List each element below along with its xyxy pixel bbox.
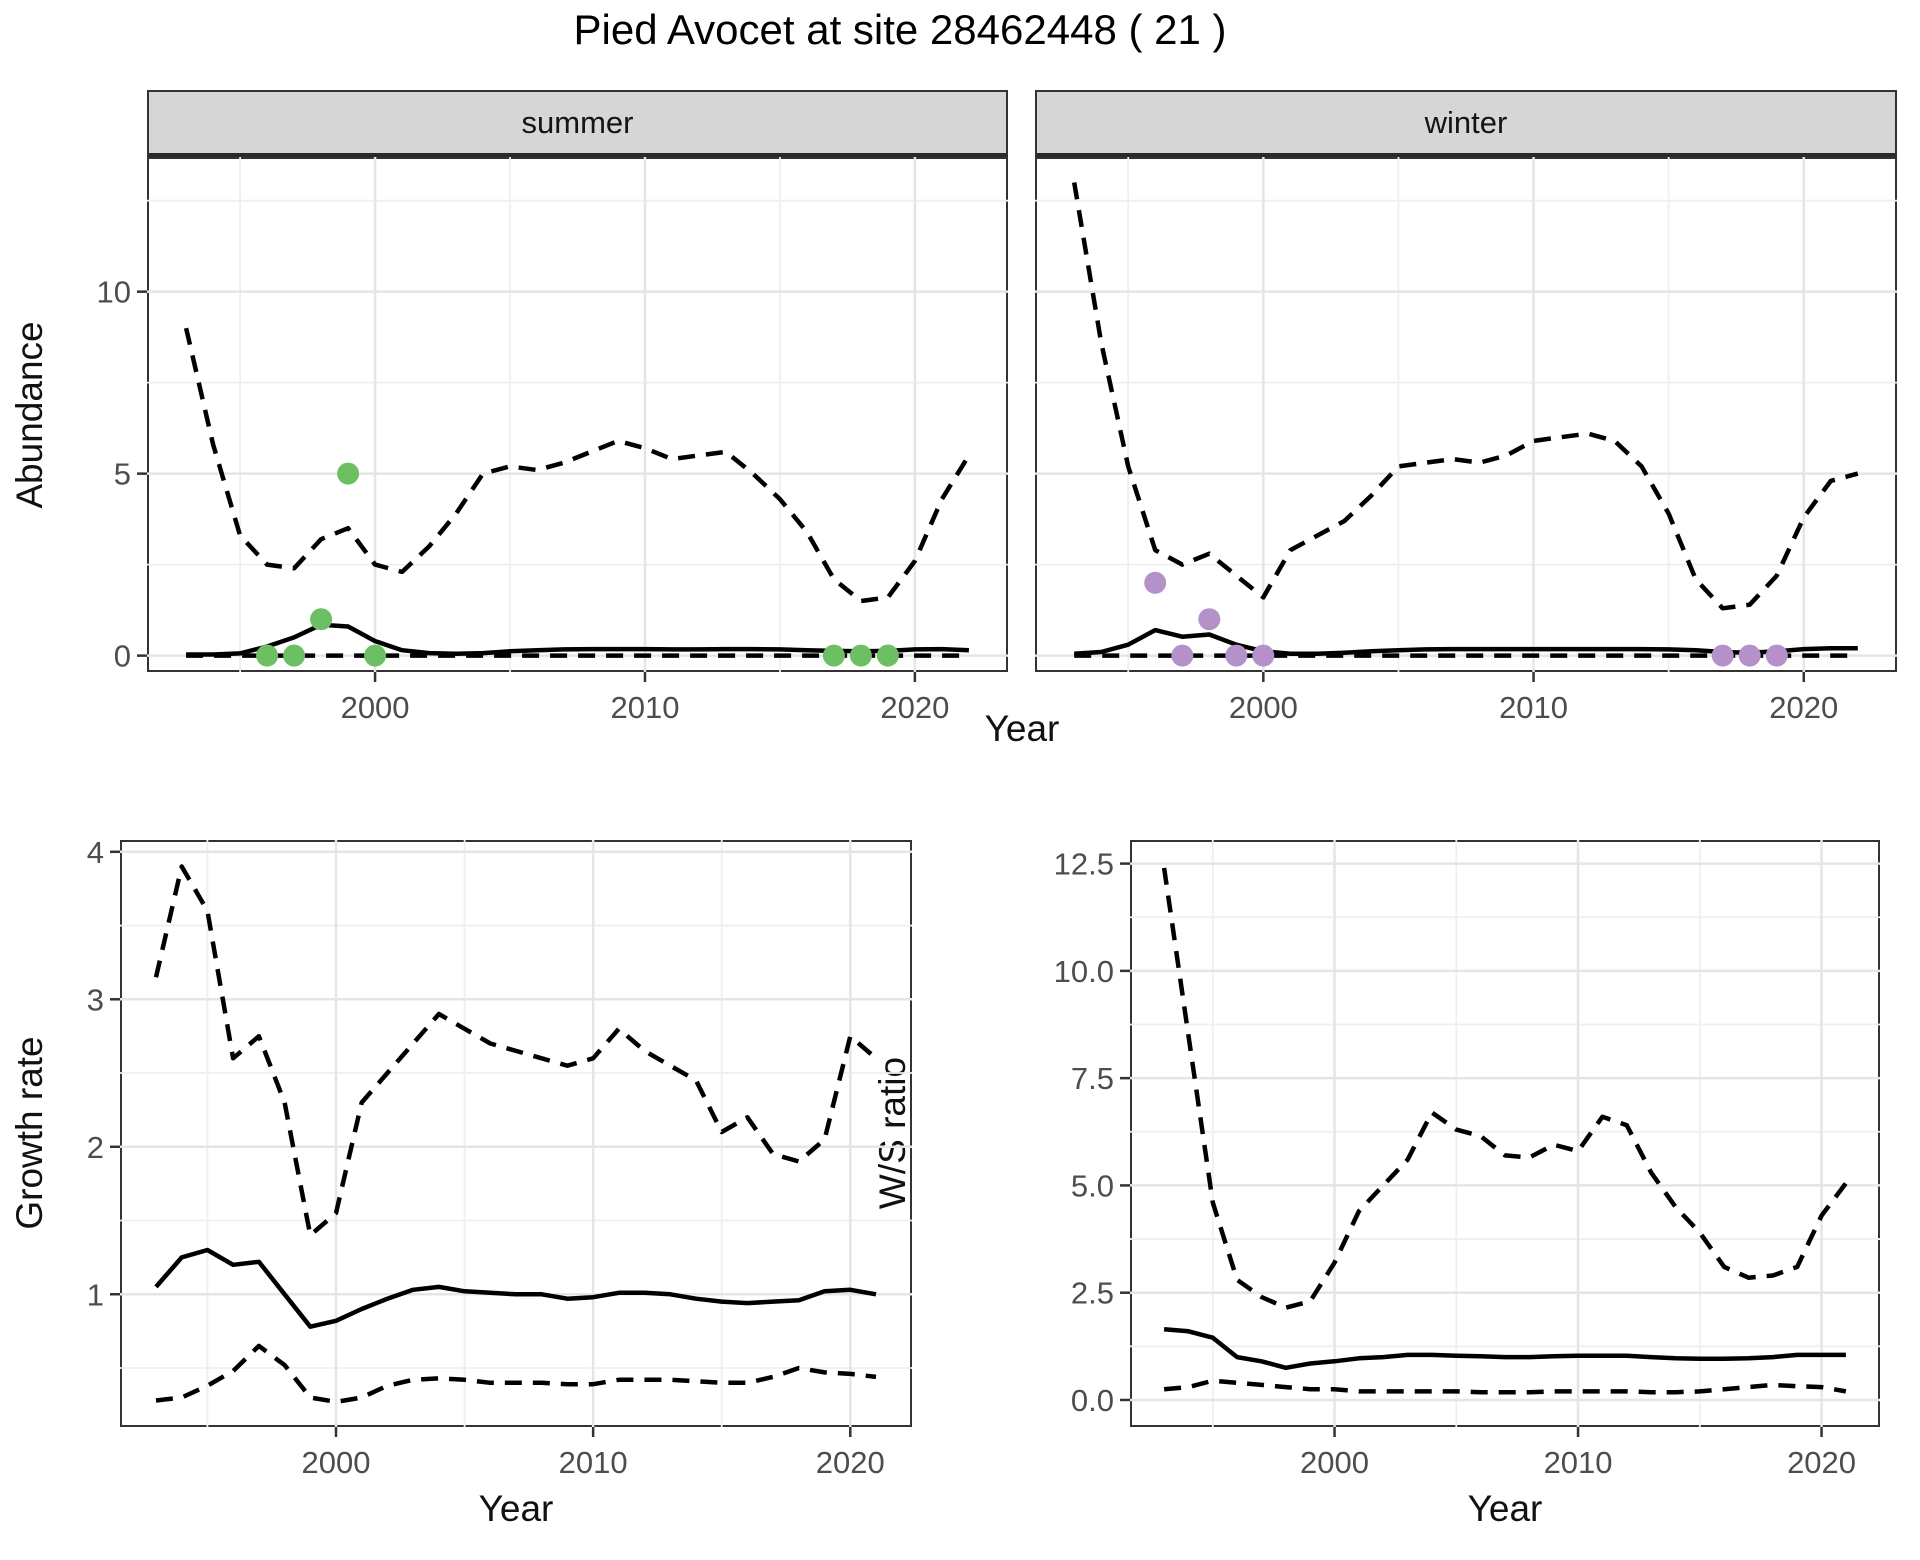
panel-ws-ratio (1130, 840, 1880, 1427)
winter-observed-point (1144, 571, 1167, 594)
summer-x-tick-label: 2000 (341, 690, 410, 725)
panel-growth-rate (120, 840, 912, 1427)
growth-lower_ci-line (155, 1343, 877, 1405)
winter-observed-point (1225, 644, 1248, 667)
summer-observed-point (283, 644, 306, 667)
winter-observed-point (1738, 644, 1761, 667)
growth-y-tick-label: 3 (87, 982, 104, 1017)
x-axis-title-top-year: Year (984, 708, 1060, 749)
summer-observed-point (849, 644, 872, 667)
growth-y-tick-label: 4 (87, 835, 104, 870)
summer-x-tick-label: 2020 (880, 690, 949, 725)
growth-x-tick-label: 2010 (559, 1445, 628, 1480)
summer-observed-point (256, 644, 279, 667)
winter-x-tick-label: 2000 (1229, 690, 1298, 725)
ws-mean-line (1163, 1326, 1846, 1371)
summer-observed-point (822, 644, 845, 667)
facet-strip-summer-label: summer (521, 104, 634, 140)
panel-abundance-winter (1035, 157, 1897, 672)
ws-y-tick-label: 0.0 (1071, 1383, 1114, 1418)
ws-y-tick-label: 2.5 (1071, 1276, 1114, 1311)
facet-strip-winter-label: winter (1424, 104, 1508, 140)
summer-upper_ci-line (183, 327, 971, 604)
summer-observed-point (310, 608, 333, 631)
ws-x-tick-label: 2020 (1787, 1445, 1856, 1480)
winter-x-tick-label: 2020 (1769, 690, 1838, 725)
summer-y-tick-label: 5 (114, 457, 131, 492)
facet-strip-winter: winter (1035, 90, 1897, 157)
summer-y-tick-label: 10 (97, 275, 131, 310)
x-axis-title-ws-year: Year (1467, 1488, 1543, 1529)
winter-observed-point (1171, 644, 1194, 667)
panel-abundance-summer (147, 157, 1008, 672)
plot-title: Pied Avocet at site 28462448 ( 21 ) (573, 6, 1227, 53)
ws-y-tick-label: 5.0 (1071, 1168, 1114, 1203)
ws-lower_ci-line (1163, 1378, 1847, 1395)
growth-x-tick-label: 2000 (302, 1445, 371, 1480)
x-axis-title-growth-year: Year (478, 1488, 554, 1529)
summer-observed-point (364, 644, 387, 667)
growth-x-tick-label: 2020 (816, 1445, 885, 1480)
ws-x-tick-label: 2010 (1544, 1445, 1613, 1480)
facet-strip-summer: summer (147, 90, 1008, 157)
growth-y-tick-label: 2 (87, 1130, 104, 1165)
summer-x-tick-label: 2010 (610, 690, 679, 725)
winter-observed-point (1711, 644, 1734, 667)
growth-y-tick-label: 1 (87, 1277, 104, 1312)
winter-observed-point (1252, 644, 1275, 667)
ws-y-tick-label: 12.5 (1054, 847, 1114, 882)
ws-y-tick-label: 7.5 (1071, 1061, 1114, 1096)
growth-mean-line (154, 1247, 877, 1329)
winter-observed-point (1765, 644, 1788, 667)
winter-upper_ci-line (1071, 182, 1859, 611)
ws-y-tick-label: 10.0 (1054, 954, 1114, 989)
ws-upper_ci-line (1161, 867, 1848, 1310)
winter-observed-point (1198, 608, 1221, 631)
summer-y-tick-label: 0 (114, 639, 131, 674)
ws-x-tick-label: 2000 (1300, 1445, 1369, 1480)
summer-observed-point (337, 462, 360, 485)
summer-observed-point (876, 644, 899, 667)
winter-x-tick-label: 2010 (1499, 690, 1568, 725)
growth-upper_ci-line (153, 864, 878, 1238)
